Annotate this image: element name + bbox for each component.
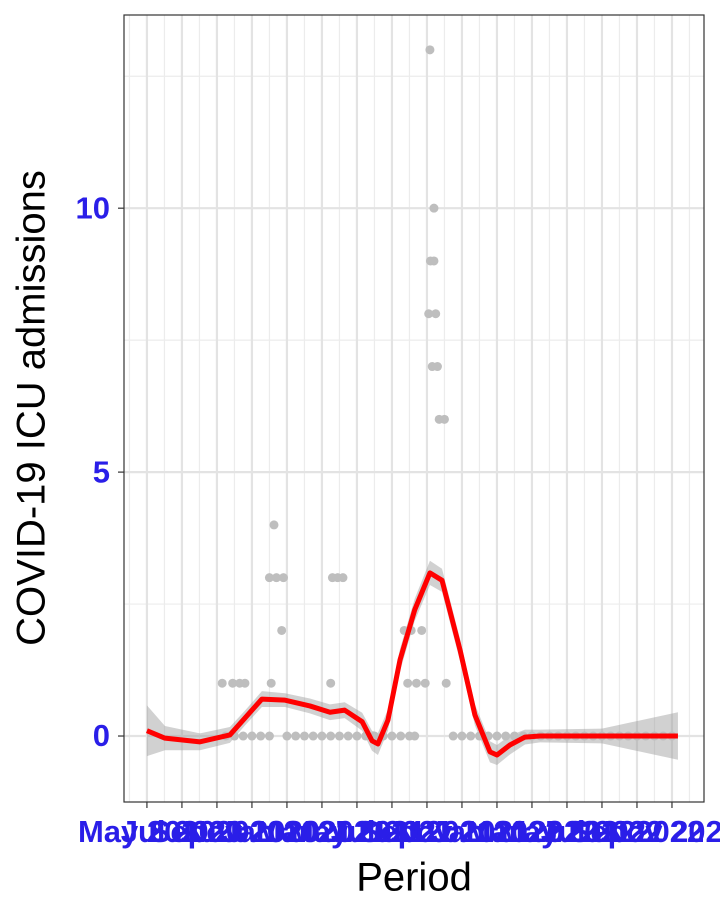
x-axis-title: Period <box>356 856 472 900</box>
y-tick-label: 0 <box>93 718 110 753</box>
point <box>424 309 434 319</box>
x-tick-label: Mar 2022 <box>466 814 599 849</box>
point <box>326 678 336 688</box>
grid <box>124 15 704 802</box>
x-tick-label: Jul 2022 <box>541 814 663 849</box>
point <box>352 731 362 741</box>
point <box>429 256 439 266</box>
point <box>410 731 420 741</box>
point <box>431 309 441 319</box>
point <box>238 731 248 741</box>
panel-border <box>123 14 705 803</box>
point <box>278 573 288 583</box>
x-tick-label: Sep 2021 <box>360 814 494 849</box>
panel <box>124 15 704 802</box>
x-tick-label: Sep 2022 <box>570 814 704 849</box>
point <box>334 731 344 741</box>
point <box>338 573 348 583</box>
x-tick-label: Sep 2020 <box>150 814 284 849</box>
y-tick-label: 5 <box>93 454 110 489</box>
x-tick-label: Nov 2022 <box>604 814 720 849</box>
point <box>277 625 287 635</box>
point <box>387 731 397 741</box>
marks <box>145 45 678 766</box>
point <box>457 731 467 741</box>
point <box>396 731 406 741</box>
x-tick-label: Jan 2021 <box>221 814 352 849</box>
point <box>448 731 458 741</box>
x-tick-label: May 2022 <box>498 814 636 849</box>
point <box>343 731 353 741</box>
point <box>264 731 274 741</box>
point <box>217 678 227 688</box>
x-tick-label: Jul 2020 <box>121 814 243 849</box>
point <box>299 731 309 741</box>
point <box>439 414 449 424</box>
point <box>429 203 439 213</box>
point <box>441 678 451 688</box>
point <box>411 678 421 688</box>
point <box>403 678 413 688</box>
point <box>317 731 327 741</box>
x-tick-label: Nov 2021 <box>394 814 530 849</box>
point <box>432 362 442 372</box>
point <box>256 731 266 741</box>
x-tick-label: May 2021 <box>288 814 426 849</box>
point <box>420 678 430 688</box>
point <box>264 573 274 583</box>
x-tick-label: Mar 2021 <box>256 814 389 849</box>
x-tick-label: Nov 2020 <box>184 814 320 849</box>
point <box>417 625 427 635</box>
point <box>509 731 519 741</box>
point <box>501 731 511 741</box>
point <box>425 45 435 55</box>
x-tick-label: Jan 2022 <box>431 814 562 849</box>
point <box>247 731 257 741</box>
smooth-line <box>145 570 678 758</box>
point <box>282 731 292 741</box>
y-axis-title: COVID-19 ICU admissions <box>10 170 54 646</box>
point <box>291 731 301 741</box>
point <box>266 678 276 688</box>
point <box>326 731 336 741</box>
point <box>228 678 238 688</box>
point <box>240 678 250 688</box>
x-tick-label: Jul 2021 <box>331 814 453 849</box>
confidence-band <box>146 560 678 766</box>
y-tick-label: 10 <box>76 190 110 225</box>
x-tick-label: May 2020 <box>78 814 216 849</box>
point <box>308 731 318 741</box>
point <box>466 731 476 741</box>
point <box>271 573 281 583</box>
point <box>492 731 502 741</box>
point <box>269 520 279 530</box>
